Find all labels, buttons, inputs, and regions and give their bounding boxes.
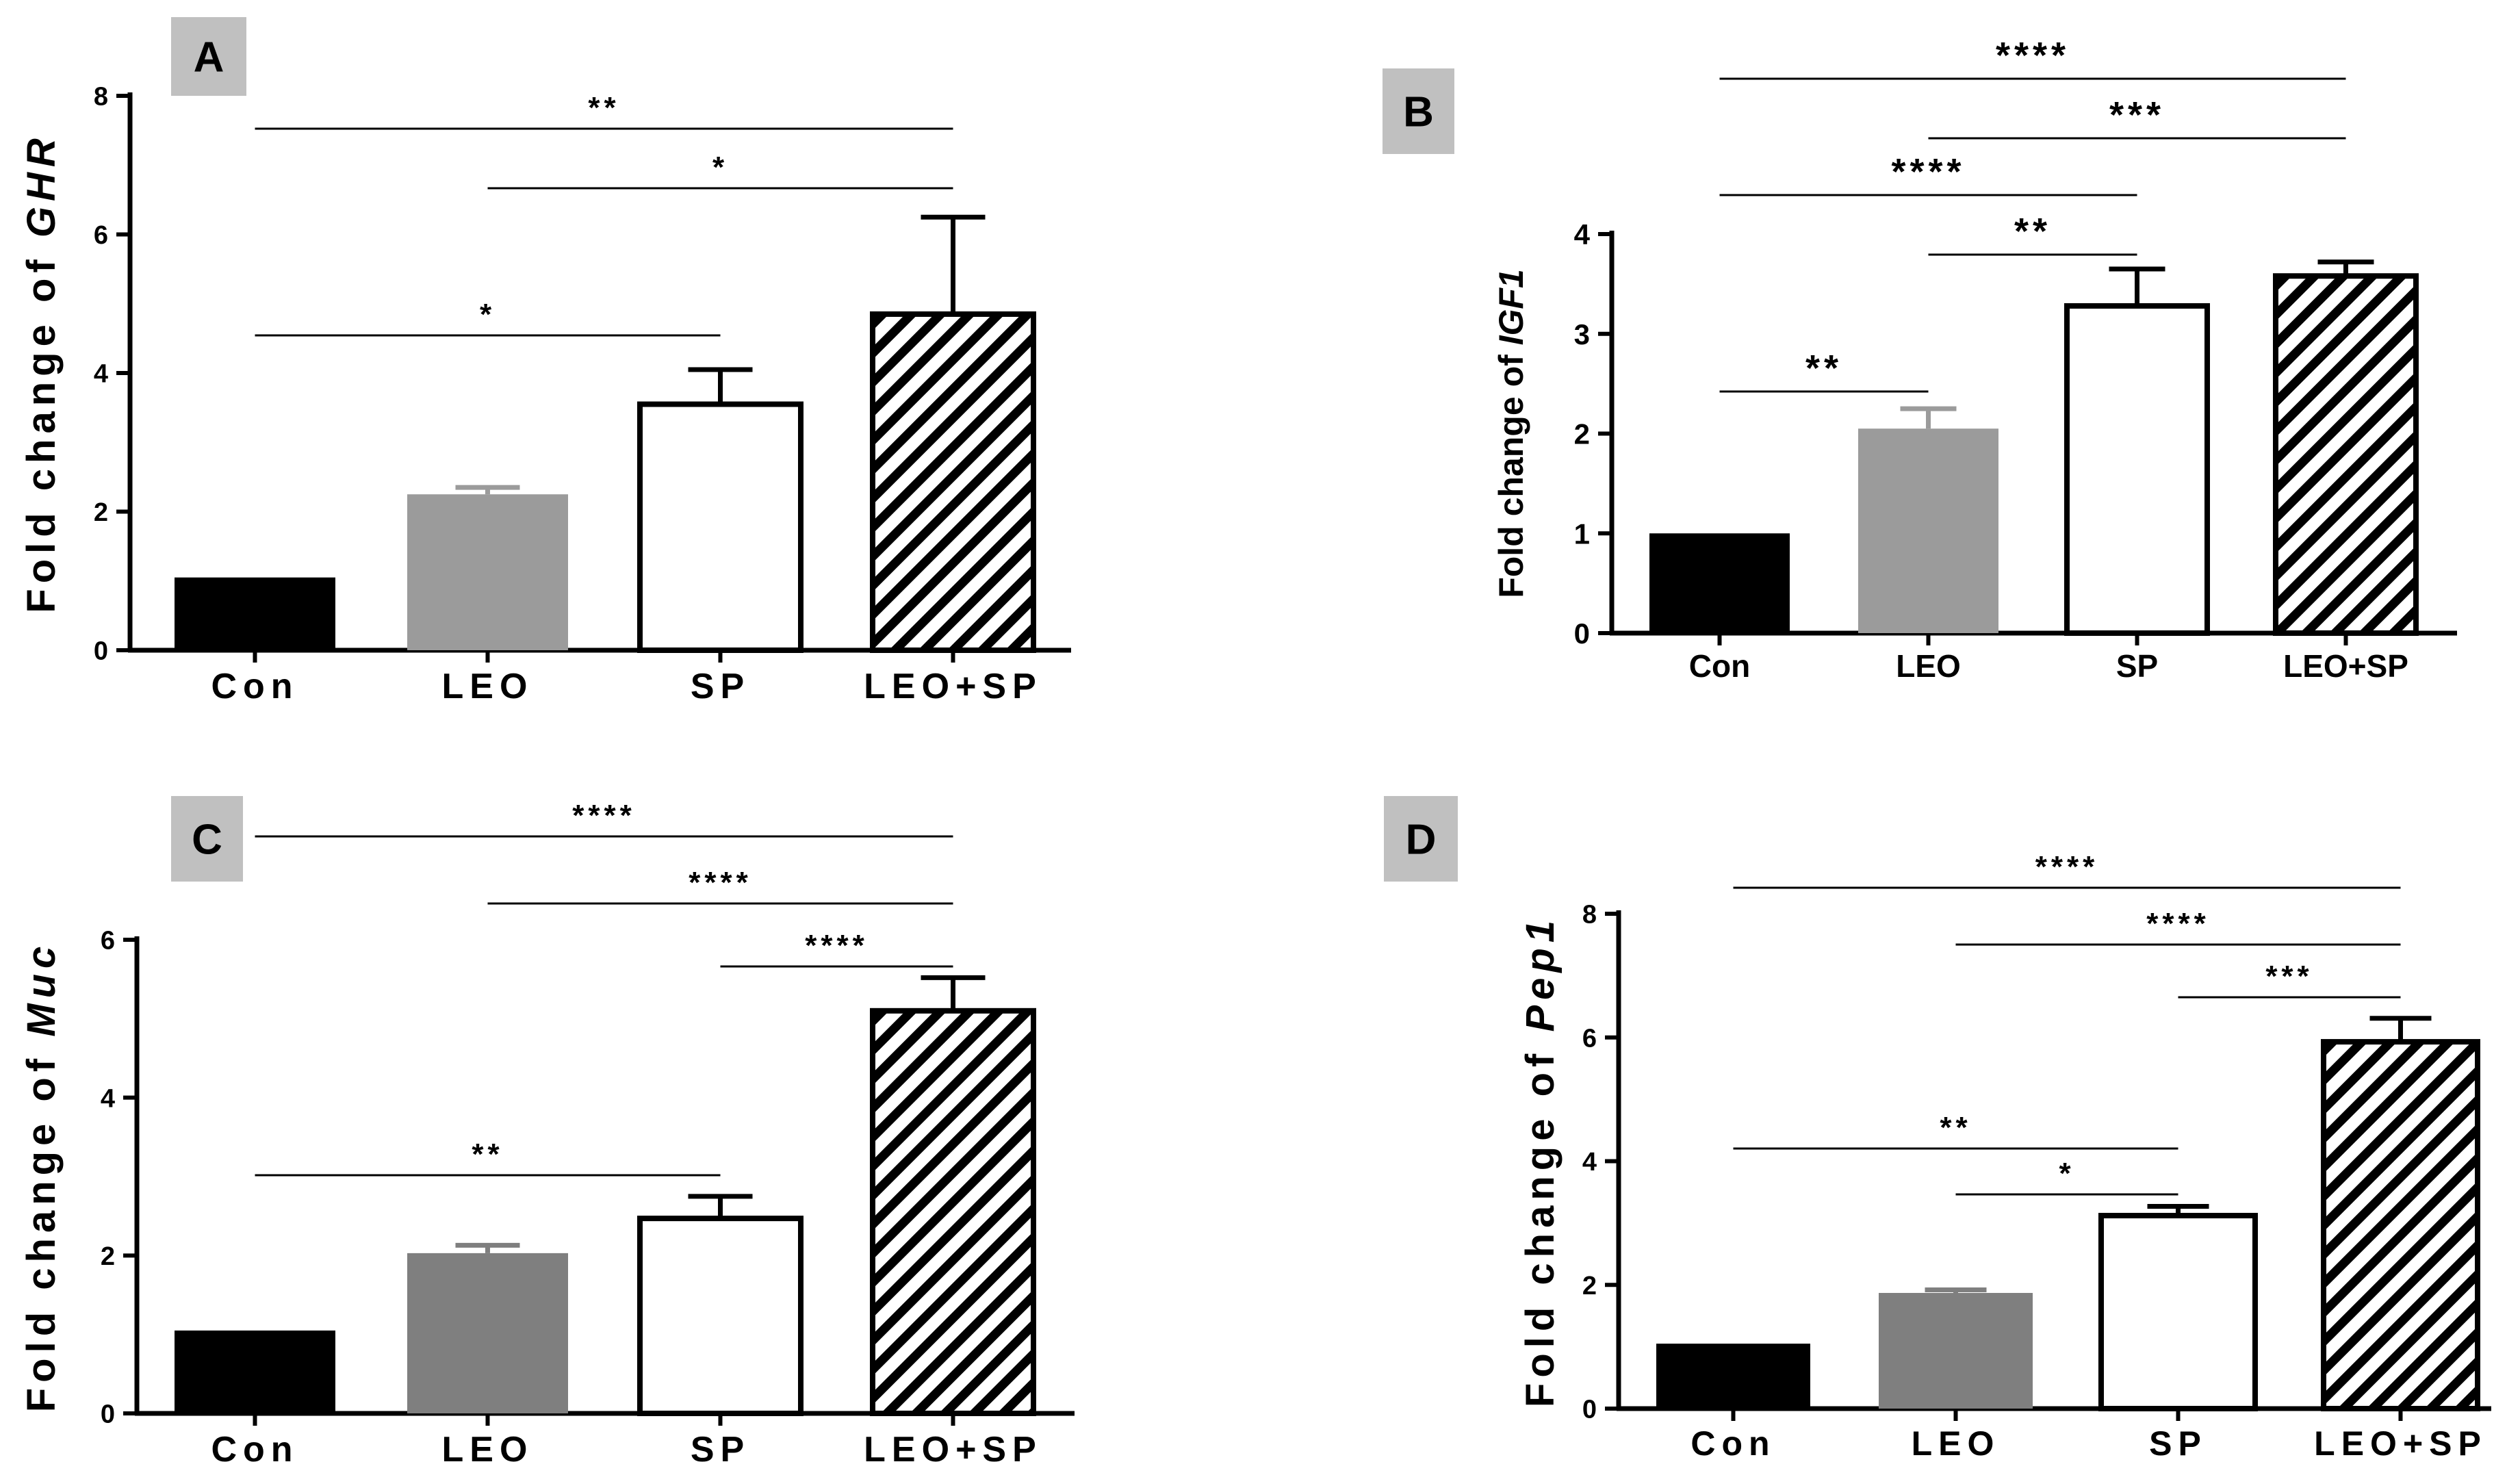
y-axis-label-gene: IGF1	[1492, 269, 1530, 345]
y-axis-label-prefix: Fold change of	[19, 1037, 64, 1413]
x-tick-label: Con	[1689, 648, 1750, 684]
panel-label-box	[1383, 68, 1454, 154]
y-tick-label: 2	[101, 1242, 115, 1271]
x-tick-label: LEO	[442, 667, 534, 706]
panel-B: B 0 1 2 3 4 Fold change of IGF1 Con LEO SP LEO+SP *…	[1383, 35, 2457, 684]
bar-leo	[1858, 428, 1998, 633]
bar-sp	[2098, 1213, 2258, 1412]
x-tick-label: LEO	[1912, 1424, 2001, 1463]
bar-leo-plus-sp	[2321, 1039, 2480, 1412]
bar-con	[1656, 1344, 1810, 1409]
y-tick-label: 4	[101, 1084, 115, 1113]
bar-con	[1649, 533, 1790, 633]
y-axis-label: Fold change of GHR	[19, 133, 64, 613]
y-axis-label-prefix: Fold change of	[1518, 1032, 1563, 1408]
panel-label-box	[171, 17, 246, 96]
y-axis-label: Fold change of Pep1	[1518, 915, 1563, 1407]
bar-sp	[2064, 303, 2210, 636]
x-tick-label: LEO	[1896, 648, 1961, 684]
significance-label: **	[1940, 1111, 1971, 1144]
significance-label: *	[2059, 1157, 2074, 1190]
significance-label: ****	[2035, 850, 2099, 884]
x-tick-label: LEO+SP	[864, 667, 1042, 706]
significance-label: **	[2014, 211, 2051, 252]
bar-leo-plus-sp	[870, 311, 1036, 653]
y-tick-label: 6	[101, 927, 115, 955]
significance-label: ***	[2109, 94, 2165, 136]
x-tick-label: LEO+SP	[864, 1430, 1042, 1470]
x-tick-label: LEO	[442, 1430, 534, 1470]
significance-label: ****	[805, 929, 869, 962]
y-axis-label-gene: GHR	[19, 133, 64, 238]
y-tick-label: 2	[94, 498, 108, 527]
x-tick-label: SP	[691, 1430, 750, 1470]
y-axis-label-prefix: Fold change of	[1492, 345, 1530, 598]
y-tick-label: 4	[1574, 218, 1591, 251]
significance-label: *	[712, 151, 728, 184]
significance-label: ****	[1996, 35, 2070, 76]
bar-leo	[407, 494, 568, 650]
x-tick-label: SP	[691, 667, 750, 706]
significance-label: ***	[2265, 960, 2313, 993]
significance-label: ****	[572, 799, 636, 832]
y-tick-label: 8	[1582, 901, 1597, 929]
y-tick-label: 2	[1582, 1272, 1597, 1300]
significance-label: *	[480, 298, 496, 331]
bar-con	[175, 1330, 335, 1413]
panel-label: A	[194, 34, 224, 81]
panel-label: D	[1406, 817, 1437, 864]
y-tick-label: 0	[1574, 617, 1590, 650]
y-tick-label: 6	[1582, 1024, 1597, 1053]
panel-label: B	[1403, 89, 1434, 136]
x-tick-label: LEO+SP	[2283, 648, 2408, 684]
y-axis-label: Fold change of IGF1	[1492, 269, 1530, 598]
x-tick-label: SP	[2149, 1424, 2207, 1463]
panel-label-box	[171, 796, 243, 882]
y-axis-label-gene: Pep1	[1518, 915, 1563, 1032]
y-tick-label: 8	[94, 83, 108, 112]
significance-label: ****	[2146, 907, 2210, 940]
x-tick-label: Con	[1690, 1424, 1775, 1463]
bar-leo-plus-sp	[870, 1008, 1036, 1417]
y-tick-label: 6	[94, 221, 108, 250]
y-tick-label: 0	[94, 637, 108, 666]
x-tick-label: LEO+SP	[2314, 1424, 2487, 1463]
x-tick-label: SP	[2116, 648, 2158, 684]
y-axis-label: Fold change of Muc	[19, 941, 64, 1413]
significance-label: ****	[1891, 151, 1965, 192]
significance-label: **	[472, 1138, 503, 1171]
bar-sp	[637, 1216, 803, 1417]
y-tick-label: 0	[1582, 1396, 1597, 1424]
bar-leo-plus-sp	[2273, 273, 2419, 636]
significance-label: **	[588, 91, 619, 125]
x-tick-label: Con	[211, 667, 298, 706]
y-axis-label-gene: Muc	[19, 941, 64, 1037]
panel-label: C	[192, 817, 222, 864]
y-tick-label: 2	[1574, 418, 1590, 450]
x-tick-label: Con	[211, 1430, 298, 1470]
y-tick-label: 4	[94, 360, 108, 389]
y-tick-label: 3	[1574, 318, 1590, 350]
y-axis-label-prefix: Fold change of	[19, 238, 64, 613]
panel-label-box	[1384, 796, 1458, 882]
bar-leo	[1879, 1292, 2033, 1409]
y-tick-label: 1	[1574, 517, 1590, 550]
y-tick-label: 0	[101, 1400, 115, 1429]
significance-label: ****	[689, 866, 752, 899]
y-tick-label: 4	[1582, 1148, 1597, 1177]
bar-leo	[407, 1253, 568, 1413]
panel-D: D 0 2 4 6 8 Fold change of Pep1 Con LEO SP LEO+SP *…	[1384, 796, 2491, 1463]
significance-label: **	[1805, 348, 1842, 389]
bar-sp	[637, 401, 803, 653]
bar-con	[175, 577, 335, 650]
